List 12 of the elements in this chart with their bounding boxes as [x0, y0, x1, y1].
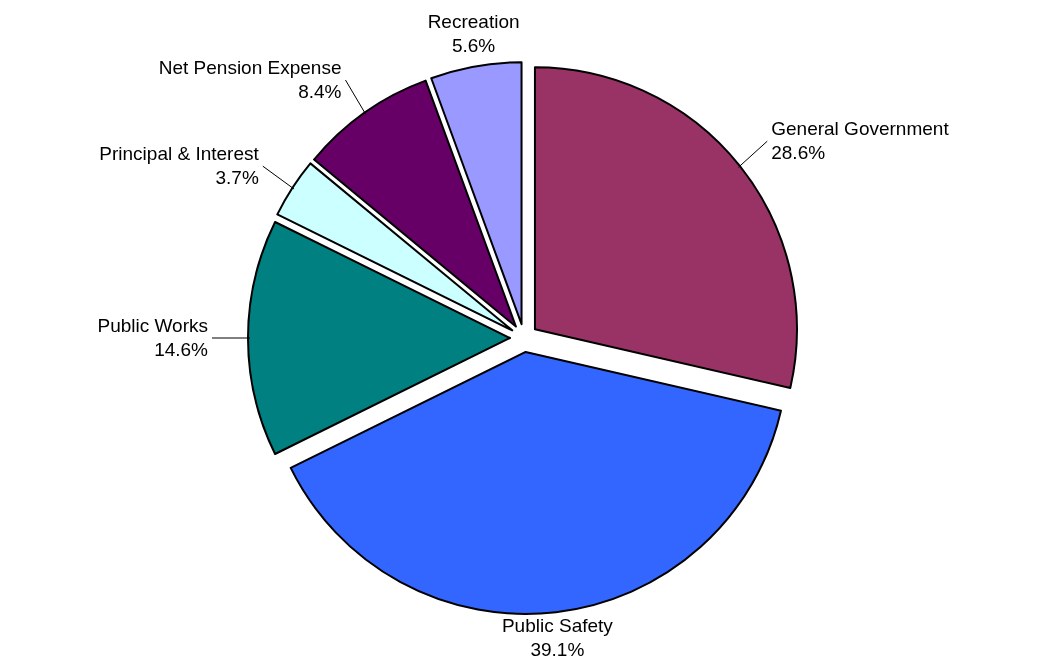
slice-label: General Government: [771, 118, 950, 140]
data-label: 5.6%: [451, 35, 496, 57]
slice-label: Principal & Interest: [99, 143, 260, 165]
slice-label: Recreation: [427, 11, 520, 33]
slice-label: Net Pension Expense: [158, 57, 342, 79]
slice-label: Public Safety: [501, 615, 614, 637]
data-label: 14.6%: [154, 339, 209, 360]
data-label: 39.1%: [530, 639, 585, 661]
slice-label: Public Works: [97, 315, 208, 336]
data-label: 3.7%: [215, 167, 259, 189]
data-label: 28.6%: [771, 142, 826, 164]
data-label: 8.4%: [298, 81, 342, 103]
